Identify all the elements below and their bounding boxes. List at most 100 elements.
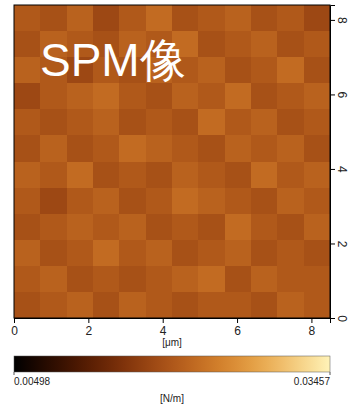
y-tick-mark: [330, 318, 335, 319]
colorbar-tick-label: 0.00498: [14, 376, 51, 387]
cell: [14, 109, 41, 136]
cell: [198, 135, 225, 162]
cell: [146, 5, 173, 32]
colorbar-tick: [14, 372, 15, 375]
title: SPM像: [40, 34, 186, 86]
cell: [198, 266, 225, 293]
cell: [14, 266, 41, 293]
cell: [225, 240, 252, 267]
cell: [93, 188, 120, 215]
cell: [146, 188, 173, 215]
x-tick: 6: [234, 318, 241, 338]
x-tick: 8: [309, 318, 316, 338]
cell: [14, 240, 41, 267]
cell: [251, 240, 278, 267]
cell: [172, 109, 199, 136]
cell: [146, 135, 173, 162]
cell: [277, 240, 304, 267]
cell: [119, 292, 146, 318]
cell: [198, 162, 225, 189]
cell: [277, 5, 304, 32]
cell: [146, 162, 173, 189]
cell: [67, 214, 94, 241]
cell: [198, 188, 225, 215]
cell: [14, 31, 41, 58]
cell: [67, 109, 94, 136]
cell: [277, 214, 304, 241]
cell: [146, 109, 173, 136]
colorbar-title: [N/m]: [160, 393, 184, 404]
cell: [67, 266, 94, 293]
cell: [119, 83, 146, 110]
y-tick: 4: [330, 166, 349, 173]
plot-frame: [14, 5, 330, 318]
cell: [119, 214, 146, 241]
cell: [251, 31, 278, 58]
cell: [93, 162, 120, 189]
cell: [119, 240, 146, 267]
cell: [225, 57, 252, 84]
cell: [225, 83, 252, 110]
cell: [40, 83, 67, 110]
cell: [14, 5, 41, 32]
cell: [304, 31, 330, 58]
cell: [304, 135, 330, 162]
y-tick-mark: [330, 169, 335, 170]
cell: [277, 31, 304, 58]
y-tick-label: 2: [335, 241, 349, 248]
cell: [172, 214, 199, 241]
cell: [93, 109, 120, 136]
cell: [304, 240, 330, 267]
cell: [304, 83, 330, 110]
cell: [119, 188, 146, 215]
cell: [14, 292, 41, 318]
cell: [225, 109, 252, 136]
cell: [40, 266, 67, 293]
cell: [225, 214, 252, 241]
y-tick-label: 6: [335, 92, 349, 99]
cell: [304, 188, 330, 215]
cell: [14, 162, 41, 189]
cell: [304, 266, 330, 293]
cell: [251, 57, 278, 84]
cell: [277, 266, 304, 293]
cell: [119, 162, 146, 189]
cell: [277, 83, 304, 110]
cell: [172, 292, 199, 318]
cell: [14, 83, 41, 110]
x-tick-mark: [88, 318, 89, 323]
cell: [198, 31, 225, 58]
cell: [172, 83, 199, 110]
cell: [277, 188, 304, 215]
x-tick-mark: [14, 318, 15, 323]
x-tick-label: 2: [86, 324, 93, 338]
cell: [67, 162, 94, 189]
cell: [251, 5, 278, 32]
y-tick-label: 4: [335, 166, 349, 173]
cell: [146, 266, 173, 293]
cell: [146, 214, 173, 241]
cell: [198, 214, 225, 241]
cell: [119, 266, 146, 293]
cell: [119, 109, 146, 136]
x-tick-label: 6: [234, 324, 241, 338]
cell: [304, 57, 330, 84]
cell: [14, 57, 41, 84]
cell: [251, 109, 278, 136]
cell: [304, 5, 330, 32]
cell: [251, 292, 278, 318]
cell: [198, 5, 225, 32]
colorbar-tick-label: 0.03457: [294, 376, 331, 387]
x-axis-line: [15, 319, 331, 324]
cell: [67, 83, 94, 110]
cell: [93, 5, 120, 32]
cell: [93, 266, 120, 293]
y-axis-line: [331, 6, 336, 319]
cell: [119, 5, 146, 32]
y-axis: 02468: [330, 6, 349, 323]
cell: [304, 292, 330, 318]
x-tick: 0: [11, 318, 18, 338]
cell: [198, 83, 225, 110]
x-axis: 02468: [11, 318, 330, 338]
cell: [277, 162, 304, 189]
